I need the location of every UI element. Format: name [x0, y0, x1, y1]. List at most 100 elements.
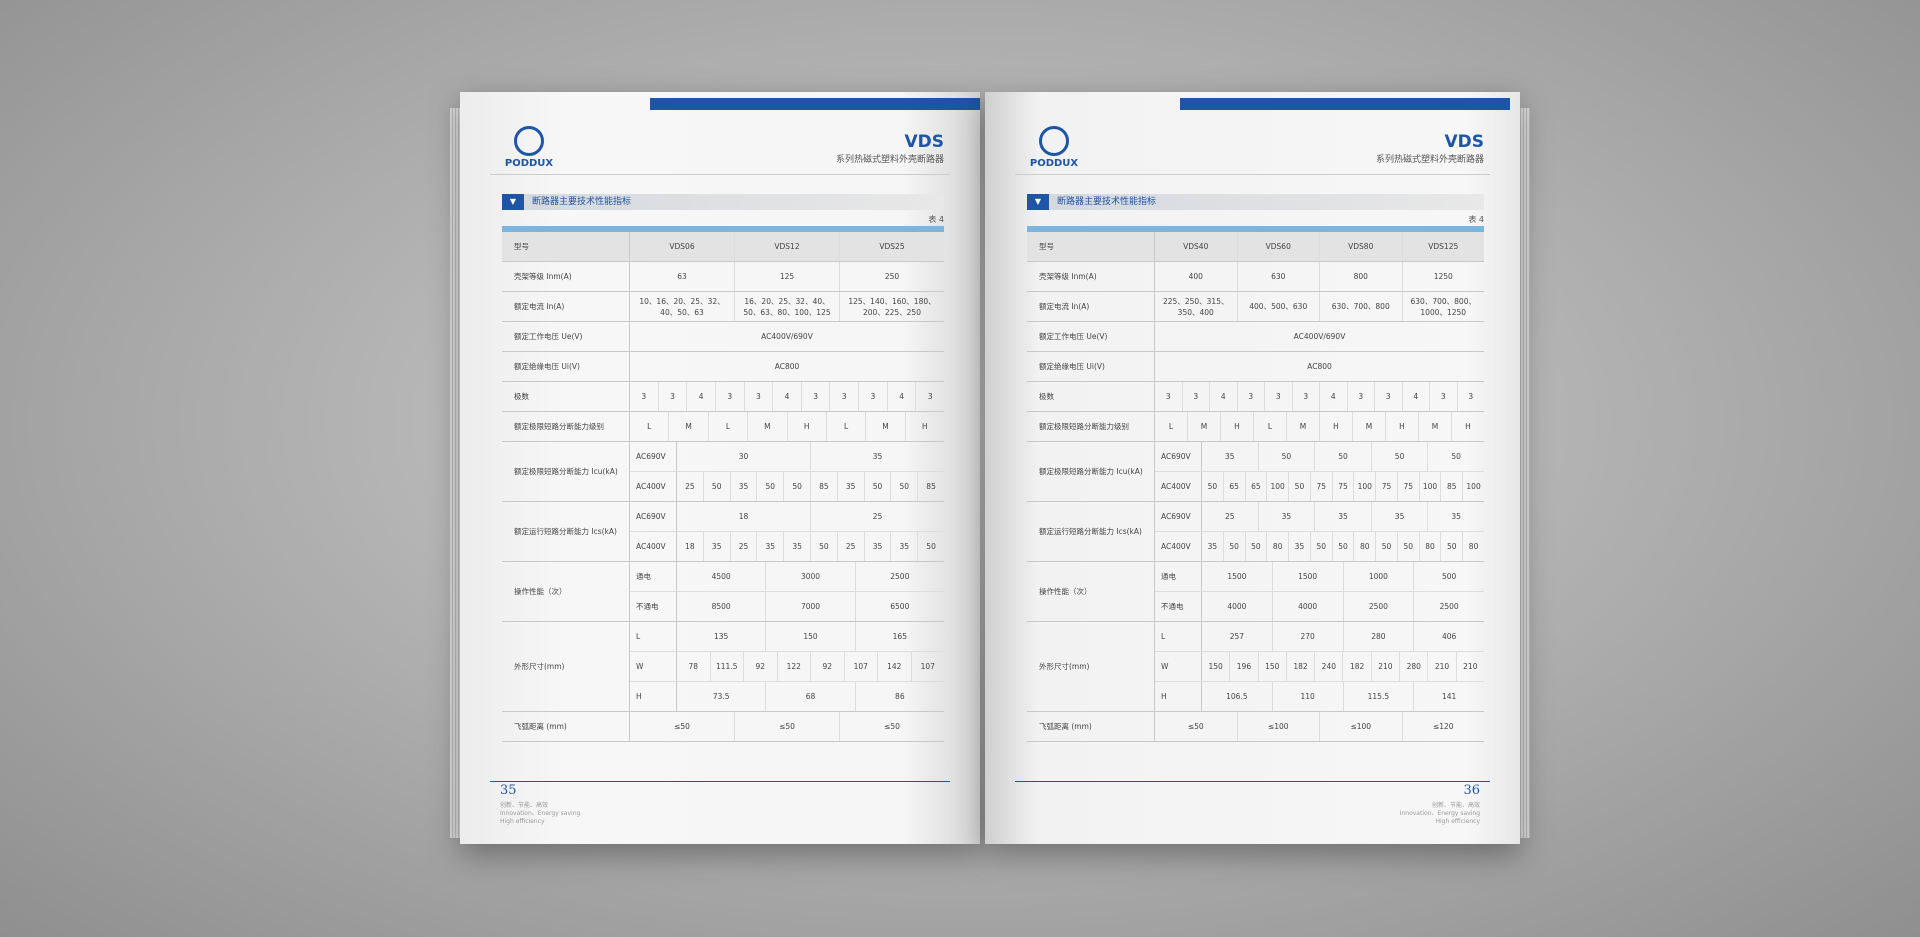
table-cell: H	[921, 422, 928, 431]
cells: ≤50 ≤100 ≤100 ≤120	[1155, 712, 1484, 741]
table-cell: 3	[659, 382, 688, 411]
table-cell: 50	[1441, 532, 1464, 561]
table-cell: 280	[1344, 622, 1415, 651]
table-row: W 150 196 150 182 240 182 210 280 210 210	[1155, 652, 1484, 682]
row-body: AC800	[630, 352, 944, 381]
table-cell: 3000	[766, 562, 856, 591]
table-row: AC400V 50 65 65 100 50 75 75 100 75 75 100 85 100	[1155, 472, 1484, 501]
table-cell: 125	[735, 262, 840, 291]
table-cell: 35	[1202, 532, 1224, 561]
table-group: 壳架等级 Inm(A) 63 125 250	[502, 262, 944, 292]
cells: 63 125 250	[630, 262, 944, 291]
table-row: H 73.5 68 86	[630, 682, 944, 711]
table-cell: AC400V/690V	[761, 332, 813, 341]
page-number: 35	[500, 783, 517, 798]
brand: PODDUX	[504, 158, 554, 169]
table-cell: 107	[845, 652, 878, 681]
sub-label: L	[630, 622, 677, 651]
table-cell: ≤100	[1238, 712, 1320, 741]
table-cell: 6500	[890, 602, 910, 611]
table-cell: 50	[1376, 532, 1398, 561]
cells: 225、250、315、350、400 400、500、630 630、700、80…	[1155, 292, 1484, 321]
row-body: 通电 4500 3000 2500 不通电 8500 7000 6500	[630, 562, 944, 621]
table-cell: 86	[895, 692, 905, 701]
table-row: ≤50 ≤50 ≤50	[630, 712, 944, 741]
table-row: AC400V/690V	[1155, 322, 1484, 351]
table-cell: 50	[1246, 532, 1268, 561]
table-group: 额定运行短路分断能力 Ics(kA) AC690V 25 35 35 35 35 AC400V…	[1027, 502, 1484, 562]
spec-table: 型号 VDS40 VDS60 VDS80 VDS125 壳架等级 Inm(A) 400 630…	[1027, 226, 1484, 742]
sub-label: AC400V	[630, 472, 677, 501]
table-cell: 85	[811, 472, 838, 501]
section-title: 断路器主要技术性能指标	[1027, 194, 1484, 210]
table-cell: 7000	[766, 592, 856, 621]
table-cell: 3	[1468, 392, 1474, 401]
table-cell: 80	[1354, 532, 1377, 561]
table-cell: 35	[838, 472, 865, 501]
slogan-line: 创新、节能、高效	[1431, 802, 1480, 809]
table-cell: 240	[1315, 652, 1344, 681]
row-label: 操作性能（次）	[502, 562, 630, 621]
table-group: 额定绝缘电压 Ui(V) AC800	[502, 352, 944, 382]
section-title: 断路器主要技术性能指标	[502, 194, 944, 210]
table-group: 型号 VDS06 VDS12 VDS25	[502, 232, 944, 262]
table-row: 400 630 800 1250	[1155, 262, 1484, 291]
divider	[1015, 174, 1490, 175]
sub-label: AC400V	[1155, 472, 1202, 501]
table-cell: VDS06	[630, 232, 735, 261]
table-cell: 18	[677, 502, 811, 531]
table-row: H 106.5 110 115.5 141	[1155, 682, 1484, 711]
sub-label: W	[630, 652, 677, 681]
table-cell: VDS40	[1155, 232, 1238, 261]
sub-label: AC690V	[630, 442, 677, 471]
cells: 8500 7000 6500	[677, 592, 944, 621]
row-label: 极数	[502, 382, 630, 411]
table-cell: 150	[766, 622, 856, 651]
row-body: AC400V/690V	[630, 322, 944, 351]
table-cell: 225、250、315、350、400	[1155, 292, 1238, 321]
table-cell: 8500	[677, 592, 767, 621]
table-cell: 4000	[1273, 592, 1344, 621]
table-cell: 35	[1289, 532, 1311, 561]
cells: VDS40 VDS60 VDS80 VDS125	[1155, 232, 1484, 261]
table-group: 额定极限短路分断能力 Icu(kA) AC690V 30 35 AC400V 25 50 35…	[502, 442, 944, 502]
table-cell: 630	[1238, 262, 1320, 291]
table-cell: 35	[872, 452, 883, 461]
cells: ≤50 ≤50 ≤50	[630, 712, 944, 741]
table-cell: 35	[1259, 502, 1316, 531]
table-cell: 4	[687, 382, 716, 411]
spec-table: 型号 VDS06 VDS12 VDS25 壳架等级 Inm(A) 63 125 250 额定电流…	[502, 226, 944, 742]
table-cell: 150	[1259, 652, 1287, 681]
sub-label: AC690V	[1155, 502, 1202, 531]
table-cell: 280	[1400, 652, 1429, 681]
table-cell: 3	[1375, 382, 1403, 411]
table-cell: H	[1386, 412, 1419, 441]
table-row: 通电 1500 1500 1000 500	[1155, 562, 1484, 592]
cells: 30 35	[677, 442, 944, 471]
table-cell: L	[1254, 412, 1287, 441]
sub-label: H	[630, 682, 677, 711]
table-cell: 4	[1403, 382, 1430, 411]
table-cell: 35	[704, 532, 731, 561]
table-cell: 10、16、20、25、32、40、50、63	[630, 292, 735, 321]
table-cell: 630、700、800、1000、1250	[1410, 296, 1476, 317]
table-cell: M	[1287, 412, 1320, 441]
table-cell: 50	[1315, 442, 1372, 471]
table-cell: 196	[1230, 652, 1259, 681]
table-cell: 50	[811, 532, 838, 561]
table-cell: 1500	[1273, 562, 1344, 591]
table-cell: 4000	[1202, 592, 1273, 621]
table-cell: 800	[1320, 262, 1403, 291]
table-row: W 78 111.5 92 122 92 107 142 107	[630, 652, 944, 682]
table-cell: 107	[920, 662, 935, 671]
table-cell: 63	[630, 262, 735, 291]
table-cell: 50	[1311, 532, 1333, 561]
cells: 10、16、20、25、32、40、50、63 16、20、25、32、40、50…	[630, 292, 944, 321]
table-cell: 3	[716, 382, 745, 411]
row-label: 壳架等级 Inm(A)	[1027, 262, 1155, 291]
subtitle: 系列热磁式塑料外壳断路器	[1375, 155, 1484, 165]
